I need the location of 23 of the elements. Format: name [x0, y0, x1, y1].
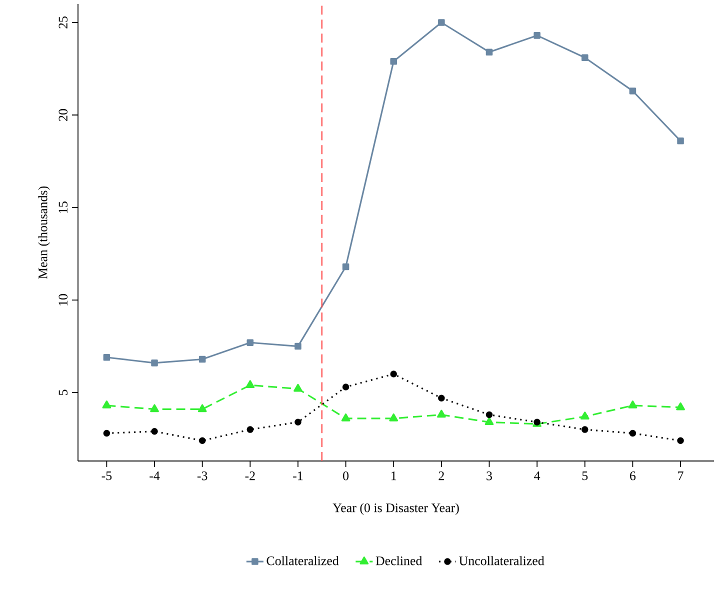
x-tick-label: 7 — [678, 472, 684, 480]
legend-label: Uncollateralized — [459, 556, 544, 566]
legend-label: Collateralized — [266, 556, 339, 566]
x-tick-label: 1 — [392, 472, 396, 480]
x-tick-label: 2 — [438, 472, 444, 480]
y-axis-title: Mean (thousands) — [38, 186, 50, 279]
x-tick-label: 0 — [343, 472, 349, 480]
x-tick-label: -3 — [197, 472, 208, 480]
x-tick-label: 4 — [534, 472, 540, 480]
x-tick-label: 6 — [630, 472, 636, 480]
legend-label: Declined — [376, 556, 422, 566]
x-tick-label: -1 — [293, 472, 303, 480]
x-tick-label: 3 — [486, 472, 492, 480]
y-tick-label: 20 — [58, 109, 68, 121]
y-tick-label: 15 — [58, 202, 68, 213]
x-tick-label: -2 — [245, 472, 255, 480]
x-tick-label: -4 — [150, 472, 160, 480]
x-tick-label: 5 — [582, 472, 588, 480]
y-tick-label: 25 — [58, 16, 68, 28]
x-axis-title: Year (0 is Disaster Year) — [332, 503, 459, 515]
y-tick-label: 5 — [58, 390, 68, 396]
x-tick-label: -5 — [102, 472, 112, 480]
y-tick-label: 10 — [58, 294, 68, 306]
